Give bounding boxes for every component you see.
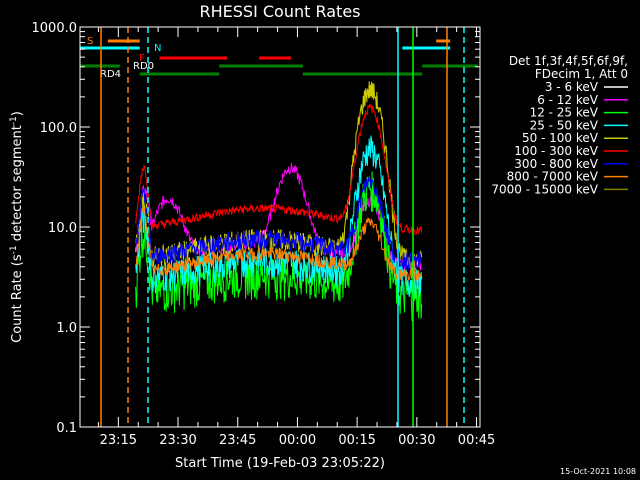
- legend-header-line-2: FDecim 1, Att 0: [535, 67, 628, 81]
- y-tick-label: 100.0: [40, 121, 77, 136]
- chart-title: RHESSI Count Rates: [200, 2, 361, 21]
- x-tick-label: 00:00: [279, 433, 316, 448]
- x-tick-label: 00:15: [338, 433, 375, 448]
- series-traces: [135, 81, 423, 322]
- x-tick-label: 23:45: [219, 433, 256, 448]
- x-tick-label: 23:15: [100, 433, 137, 448]
- x-tick-label: 00:45: [458, 433, 495, 448]
- rd4-flag-label: RD4: [100, 69, 121, 80]
- legend-header-line-1: Det 1f,3f,4f,5f,6f,9f,: [509, 54, 628, 68]
- night-flag-label: N: [154, 43, 161, 54]
- legend-label: 6 - 12 keV: [537, 93, 599, 107]
- y-tick-label: 0.1: [56, 421, 77, 436]
- y-tick-label: 1000.0: [32, 21, 78, 36]
- legend-label: 12 - 25 keV: [530, 106, 599, 120]
- rd0-flag-label: RD0: [133, 61, 154, 72]
- series-trace: [135, 177, 423, 272]
- y-axis-label: Count Rate (s-1 detector segment-1): [9, 111, 25, 343]
- flare-flag-label: F: [139, 53, 145, 64]
- legend-label: 50 - 100 keV: [522, 131, 599, 145]
- y-tick-label: 10.0: [48, 221, 77, 236]
- series-trace: [135, 135, 423, 299]
- saa-flag-label: S: [87, 36, 93, 47]
- legend-label: 100 - 300 keV: [514, 144, 598, 158]
- x-tick-label: 00:30: [398, 433, 435, 448]
- legend-label: 800 - 7000 keV: [507, 170, 599, 184]
- y-axis-ticks: 0.1 1.0 10.0 100.0 1000.0: [32, 21, 480, 436]
- event-lines: [100, 27, 465, 427]
- legend-label: 300 - 800 keV: [514, 157, 598, 171]
- legend-label: 25 - 50 keV: [530, 118, 599, 132]
- series-trace: [135, 81, 423, 273]
- timestamp: 15-Oct-2021 10:08: [560, 467, 636, 476]
- series-trace: [135, 103, 423, 236]
- legend: Det 1f,3f,4f,5f,6f,9f, FDecim 1, Att 0 3…: [491, 54, 628, 196]
- series-trace: [135, 207, 423, 282]
- x-tick-label: 23:30: [159, 433, 196, 448]
- x-axis-label: Start Time (19-Feb-03 23:05:22): [175, 456, 385, 471]
- legend-label: 3 - 6 keV: [545, 80, 599, 94]
- x-axis-ticks: 23:15 23:30 23:45 00:00 00:15 00:30 00:45: [97, 27, 495, 448]
- legend-label: 7000 - 15000 keV: [491, 182, 598, 196]
- y-tick-label: 1.0: [56, 321, 77, 336]
